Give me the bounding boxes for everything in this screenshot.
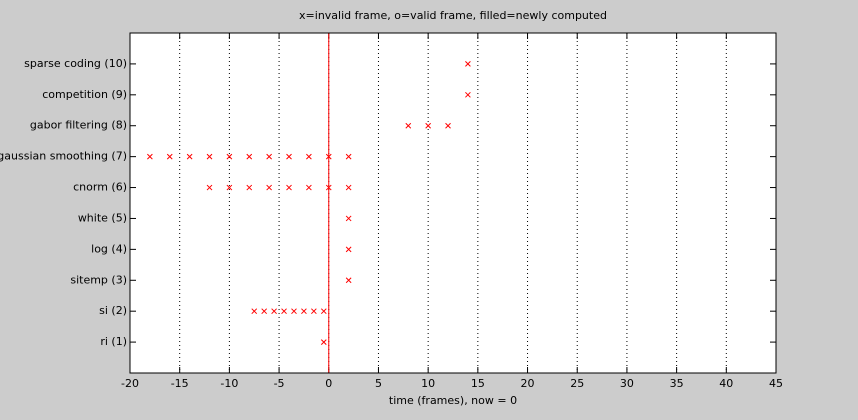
point — [246, 184, 253, 191]
point — [286, 184, 292, 191]
point — [291, 308, 297, 315]
point — [147, 153, 153, 160]
point — [281, 308, 287, 315]
y-tick-label: si (2) — [99, 304, 127, 317]
point — [445, 122, 451, 129]
x-tick-label: 0 — [325, 377, 332, 390]
y-tick-label: gabor filtering (8) — [30, 119, 127, 132]
y-tick-label: ri (1) — [100, 335, 127, 348]
point — [266, 153, 272, 160]
x-tick-label: 20 — [521, 377, 535, 390]
point — [345, 246, 352, 253]
chart-title: x=invalid frame, o=valid frame, filled=n… — [299, 9, 607, 22]
point — [306, 153, 312, 160]
y-tick-label: cnorm (6) — [73, 181, 127, 194]
point — [425, 122, 432, 129]
x-tick-label: -5 — [274, 377, 285, 390]
x-tick-label: 35 — [670, 377, 684, 390]
y-tick-label: competition (9) — [42, 88, 127, 101]
point — [286, 153, 292, 160]
point — [226, 153, 233, 160]
x-tick-label: 5 — [375, 377, 382, 390]
point — [405, 122, 412, 129]
point — [465, 91, 471, 98]
point — [311, 308, 317, 315]
y-tick-label: gaussian smoothing (7) — [0, 150, 127, 163]
point — [261, 308, 268, 315]
axes-box — [129, 32, 777, 374]
x-tick-label: -20 — [121, 377, 139, 390]
point — [166, 153, 173, 160]
x-tick-label: 15 — [471, 377, 485, 390]
y-tick-label: sitemp (3) — [70, 273, 127, 286]
point — [465, 61, 471, 67]
point — [345, 215, 352, 222]
point — [266, 184, 272, 191]
x-tick-label: 25 — [570, 377, 584, 390]
x-tick-label: 30 — [620, 377, 634, 390]
point — [271, 308, 277, 315]
point — [345, 153, 352, 160]
point — [206, 153, 213, 160]
y-tick-label: log (4) — [91, 242, 127, 255]
point — [206, 184, 213, 191]
point — [301, 308, 307, 315]
point — [325, 153, 332, 160]
point — [345, 277, 352, 284]
y-tick-label: white (5) — [78, 211, 127, 224]
point — [306, 184, 312, 191]
point — [186, 153, 193, 160]
x-tick-label: -15 — [171, 377, 189, 390]
x-tick-label: 45 — [769, 377, 783, 390]
point — [345, 184, 352, 191]
x-tick-label: 10 — [421, 377, 435, 390]
x-tick-label: -10 — [220, 377, 238, 390]
point — [251, 308, 258, 315]
point — [320, 308, 327, 315]
plot-area — [130, 33, 776, 373]
point — [325, 184, 332, 191]
x-axis-label: time (frames), now = 0 — [389, 394, 517, 407]
point — [320, 339, 327, 345]
point — [246, 153, 253, 160]
x-tick-label: 40 — [719, 377, 733, 390]
y-tick-label: sparse coding (10) — [24, 57, 127, 70]
point — [226, 184, 233, 191]
